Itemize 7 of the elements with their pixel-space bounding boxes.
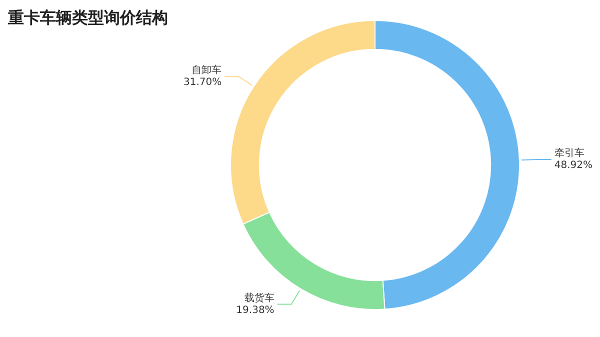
data-label: 31.70% xyxy=(183,77,222,88)
data-label: 48.92% xyxy=(554,160,593,172)
chart-title: 重卡车辆类型询价结构 xyxy=(8,8,168,29)
slice-label: 牵引车 xyxy=(554,147,584,160)
slice-label: 自卸车 xyxy=(192,64,222,76)
slice-label: 载货车 xyxy=(244,292,274,304)
data-label: 19.38% xyxy=(236,304,274,316)
